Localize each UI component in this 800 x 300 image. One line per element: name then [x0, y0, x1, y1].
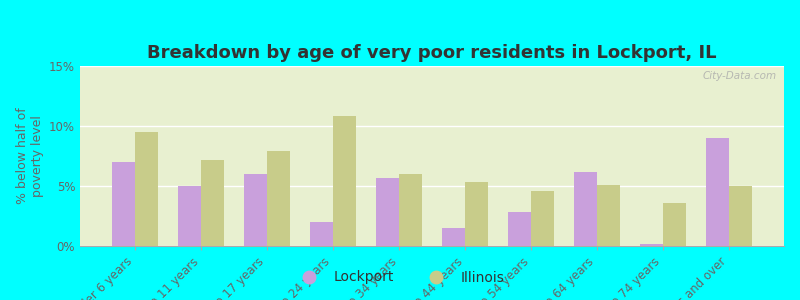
Legend: Lockport, Illinois: Lockport, Illinois — [290, 265, 510, 290]
Bar — [531, 191, 554, 246]
Bar — [465, 182, 488, 246]
Bar — [597, 185, 620, 246]
Bar — [574, 172, 597, 246]
Bar — [112, 162, 135, 246]
Title: Breakdown by age of very poor residents in Lockport, IL: Breakdown by age of very poor residents … — [147, 44, 717, 62]
Bar — [135, 132, 158, 246]
Bar — [310, 222, 333, 246]
Bar — [201, 160, 224, 246]
Bar — [663, 203, 686, 246]
Bar — [399, 174, 422, 246]
Bar — [178, 186, 201, 246]
Bar — [376, 178, 399, 246]
Bar — [244, 174, 267, 246]
Bar — [333, 116, 356, 246]
Bar — [442, 228, 465, 246]
Text: City-Data.com: City-Data.com — [703, 71, 777, 81]
Bar — [706, 138, 729, 246]
Bar — [267, 151, 290, 246]
Bar — [508, 212, 531, 246]
Bar — [640, 244, 663, 246]
Y-axis label: % below half of
poverty level: % below half of poverty level — [15, 108, 43, 204]
Bar — [729, 186, 752, 246]
